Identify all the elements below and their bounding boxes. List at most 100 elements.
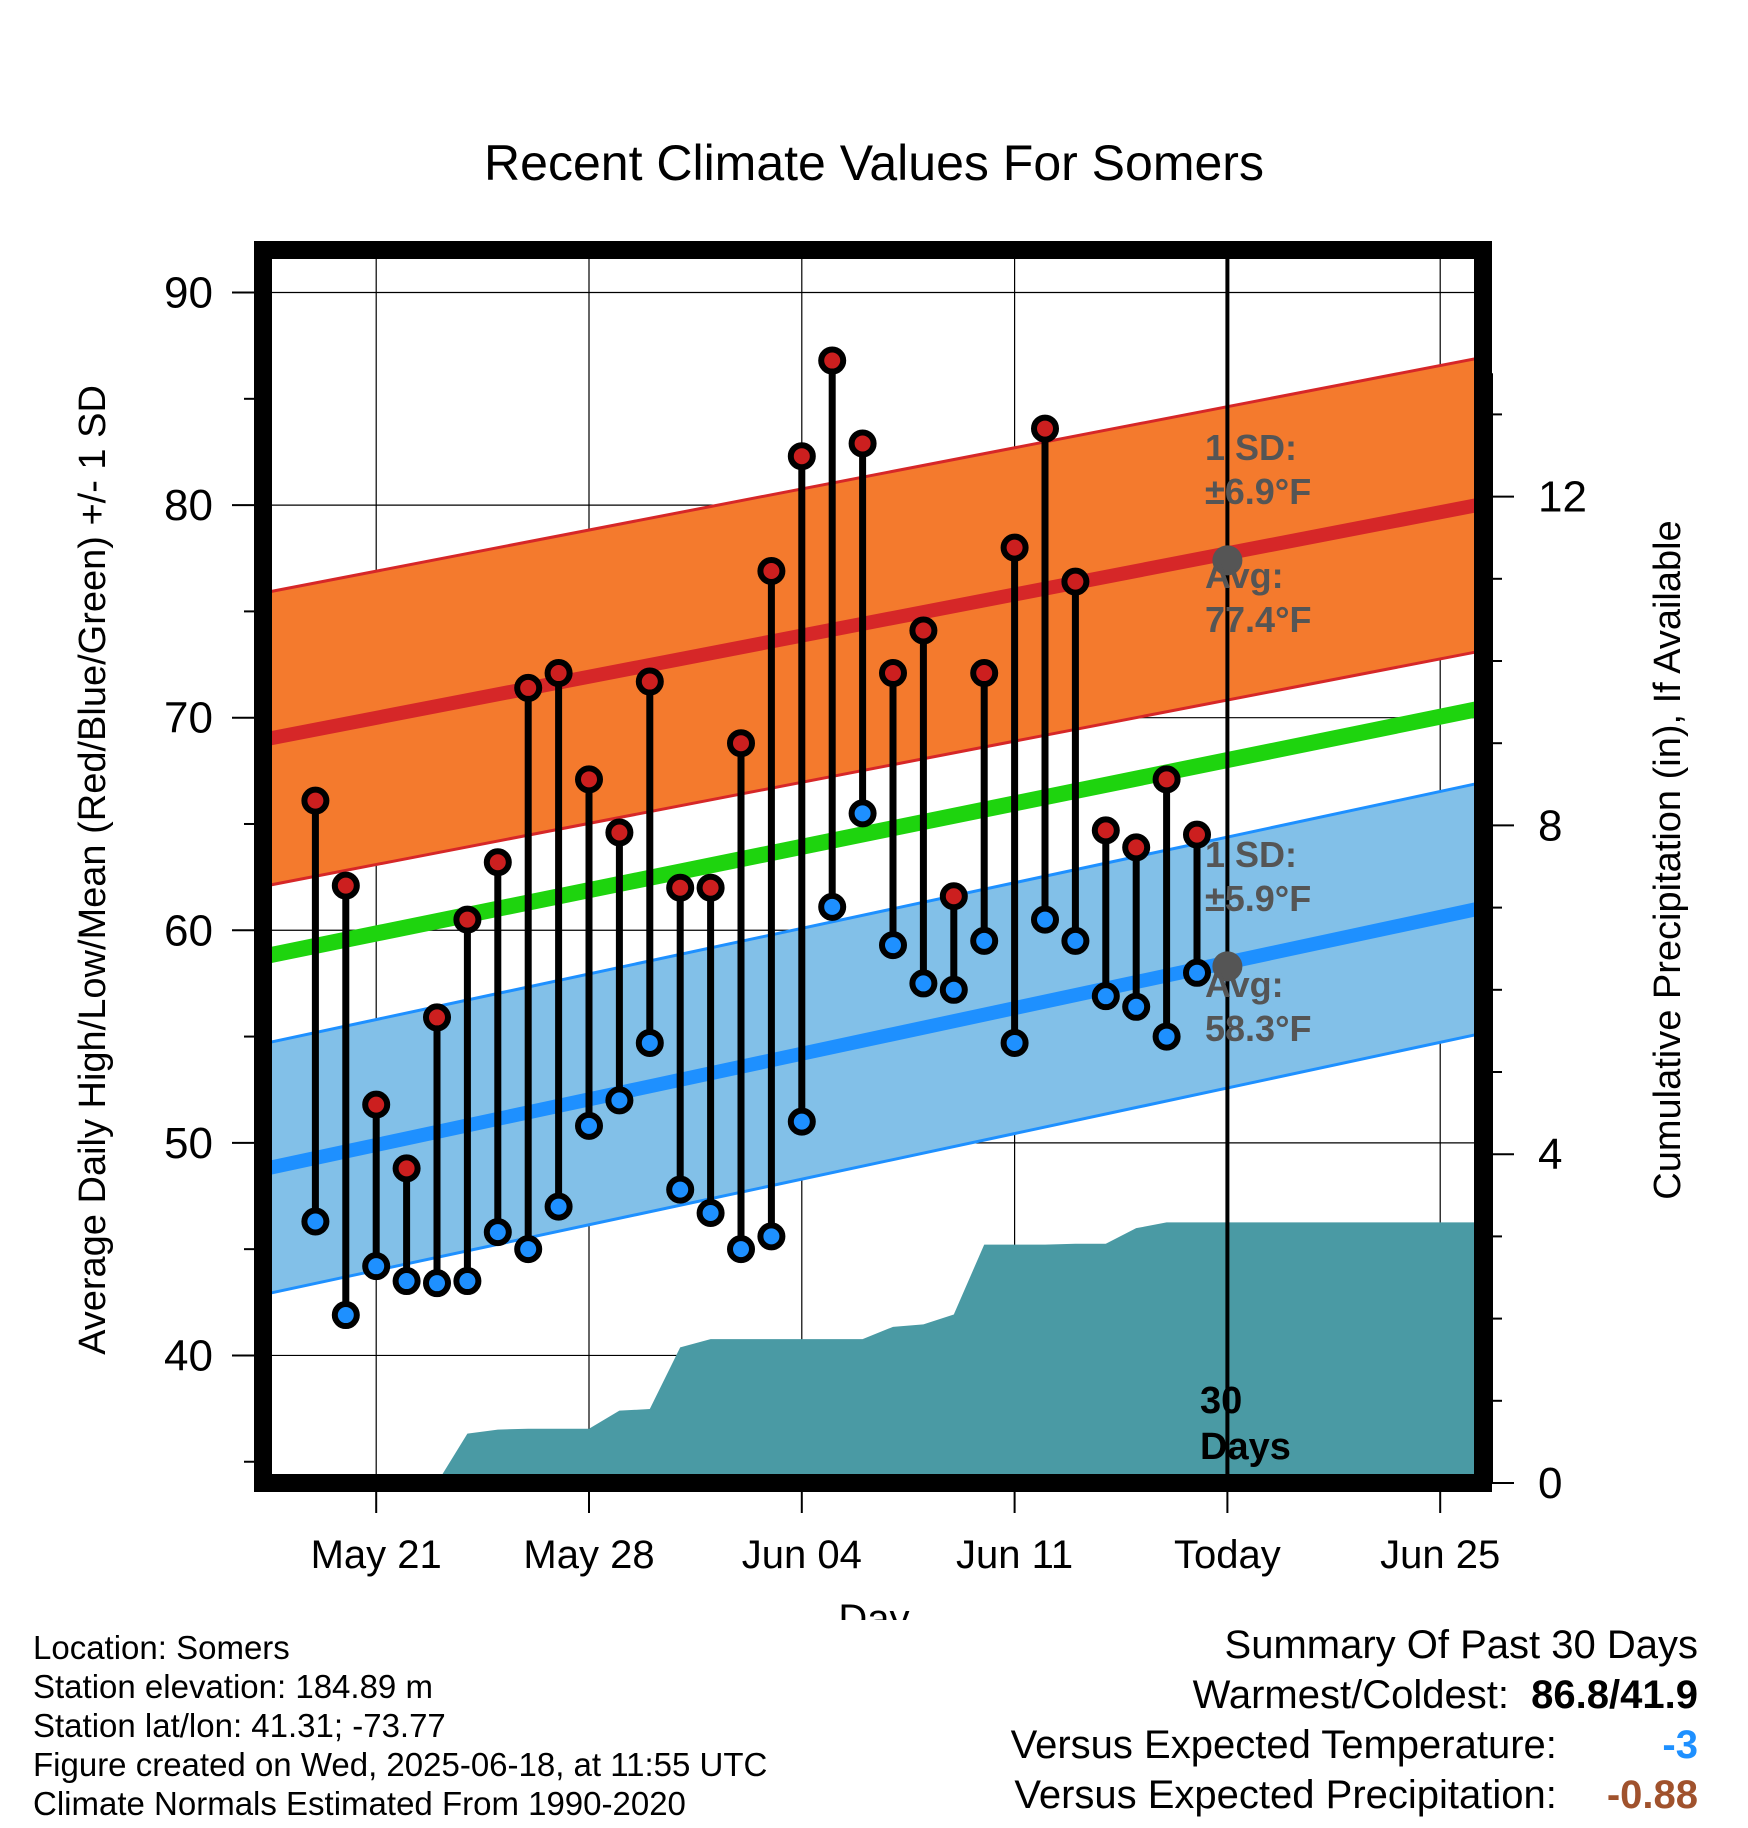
daily-high-point xyxy=(635,667,664,696)
y-axis-label: Average Daily High/Low/Mean (Red/Blue/Gr… xyxy=(72,385,114,1355)
daily-low-point xyxy=(301,1207,330,1236)
days-annotation: 30 Days xyxy=(1200,1380,1291,1468)
plot-border xyxy=(254,241,1492,1492)
today-avg-high-marker xyxy=(1212,545,1243,576)
daily-high-point xyxy=(392,1154,421,1183)
daily-low-point xyxy=(362,1252,391,1281)
daily-high-point xyxy=(848,429,877,458)
y-tick-label: 90 xyxy=(164,269,213,318)
daily-high-point xyxy=(1000,533,1029,562)
daily-low-point xyxy=(787,1107,816,1136)
daily-high-point xyxy=(483,848,512,877)
y-tick-label: 70 xyxy=(164,694,213,743)
daily-low-point xyxy=(970,926,999,955)
warmest-coldest-row: Warmest/Coldest: 86.8/41.9 xyxy=(1011,1670,1698,1720)
y2-tick-label: 12 xyxy=(1538,473,1587,522)
daily-low-point xyxy=(453,1267,482,1296)
latlon-text: Station lat/lon: 41.31; -73.77 xyxy=(33,1707,446,1744)
daily-high-point xyxy=(696,873,725,902)
y-tick-label: 60 xyxy=(164,906,213,955)
y-tick-label: 40 xyxy=(164,1331,213,1380)
daily-high-point xyxy=(727,729,755,758)
daily-low-point xyxy=(483,1218,512,1247)
x-tick-label: Jun 04 xyxy=(742,1533,862,1577)
precip-value: -0.88 xyxy=(1606,1773,1698,1817)
temp-value: -3 xyxy=(1662,1723,1698,1767)
daily-high-point xyxy=(331,871,360,900)
x-tick-label: May 28 xyxy=(523,1533,654,1577)
daily-high-point xyxy=(1183,820,1211,849)
station-metadata: Location: Somers Station elevation: 184.… xyxy=(33,1628,767,1823)
daily-high-point xyxy=(514,673,543,702)
low-avg-annotation: Avg: 58.3°F xyxy=(1205,964,1311,1049)
daily-low-point xyxy=(544,1192,573,1221)
x-tick-label: Jun 11 xyxy=(956,1533,1073,1577)
created-text: Figure created on Wed, 2025-06-18, at 11… xyxy=(33,1746,768,1783)
daily-high-point xyxy=(939,882,968,911)
daily-low-point xyxy=(331,1301,360,1330)
daily-low-point xyxy=(848,799,877,828)
daily-high-point xyxy=(909,616,938,645)
daily-high-point xyxy=(1091,816,1120,845)
temp-row: Versus Expected Temperature: -3 xyxy=(1011,1720,1698,1770)
daily-high-point xyxy=(818,346,847,375)
x-axis-label: Day xyxy=(838,1597,909,1620)
precipitation-area xyxy=(285,1222,1532,1483)
daily-high-point xyxy=(362,1090,391,1119)
daily-high-point xyxy=(787,442,816,471)
y-tick-label: 50 xyxy=(164,1119,213,1168)
daily-low-point xyxy=(1031,905,1059,934)
daily-low-point xyxy=(757,1222,786,1251)
daily-low-point xyxy=(818,892,847,921)
climate-chart: Recent Climate Values For Somers May 21 M… xyxy=(72,135,1689,1620)
daily-low-point xyxy=(1122,992,1151,1021)
y2-axis-label: Cumulative Precipitation (in), If Availa… xyxy=(1647,520,1689,1199)
precip-row: Versus Expected Precipitation: -0.88 xyxy=(1011,1770,1698,1820)
x-tick-label: May 21 xyxy=(311,1533,442,1577)
daily-low-point xyxy=(392,1267,421,1296)
high-avg-annotation: Avg: 77.4°F xyxy=(1205,555,1311,640)
x-tick-label: Jun 25 xyxy=(1380,1533,1500,1577)
low-sd-annotation: 1 SD: ±5.9°F xyxy=(1205,834,1311,919)
daily-high-point xyxy=(1061,567,1090,596)
daily-low-point xyxy=(1091,982,1120,1011)
temp-label: Versus Expected Temperature: xyxy=(1010,1723,1557,1767)
y2-tick-label: 4 xyxy=(1538,1130,1562,1179)
axes: May 21 May 28 Jun 04 Jun 11 Today Jun 2540506… xyxy=(164,269,1587,1577)
daily-high-point xyxy=(757,557,786,586)
precipitation-fill xyxy=(285,1222,1532,1483)
warmest-coldest-label: Warmest/Coldest: xyxy=(1192,1673,1509,1717)
chart-title: Recent Climate Values For Somers xyxy=(484,135,1264,191)
daily-low-point xyxy=(727,1235,755,1264)
plot-frame xyxy=(254,241,1492,1492)
daily-low-point xyxy=(605,1086,634,1115)
x-tick-label: Today xyxy=(1174,1533,1281,1577)
daily-low-point xyxy=(909,969,938,998)
daily-low-point xyxy=(423,1269,451,1298)
daily-high-point xyxy=(1031,414,1059,443)
daily-high-point xyxy=(605,818,634,847)
location-text: Location: Somers xyxy=(33,1629,290,1666)
daily-low-point xyxy=(1183,958,1211,987)
y2-tick-label: 0 xyxy=(1538,1459,1562,1508)
daily-high-point xyxy=(879,659,907,688)
daily-low-point xyxy=(666,1175,695,1204)
annotations: 1 SD: ±6.9°F Avg: 77.4°F 1 SD: ±5.9°F Avg: 58.3… xyxy=(1200,427,1311,1468)
precip-label: Versus Expected Precipitation: xyxy=(1014,1773,1557,1817)
today-avg-low-marker xyxy=(1212,951,1243,982)
daily-low-point xyxy=(879,931,907,960)
daily-low-point xyxy=(635,1028,664,1057)
daily-low-point xyxy=(939,975,968,1004)
daily-low-point xyxy=(1000,1028,1029,1057)
summary-panel: Summary Of Past 30 Days Warmest/Coldest:… xyxy=(1011,1620,1698,1820)
avg-high-line xyxy=(265,498,1479,746)
daily-high-point xyxy=(301,786,330,815)
daily-low-point xyxy=(1061,926,1090,955)
y2-tick-label: 8 xyxy=(1538,801,1562,850)
daily-high-point xyxy=(575,765,603,794)
daily-low-point xyxy=(1152,1022,1181,1051)
high-sd-annotation: 1 SD: ±6.9°F xyxy=(1205,427,1311,512)
daily-high-point xyxy=(453,905,482,934)
daily-high-point xyxy=(423,1003,451,1032)
daily-high-point xyxy=(544,659,573,688)
